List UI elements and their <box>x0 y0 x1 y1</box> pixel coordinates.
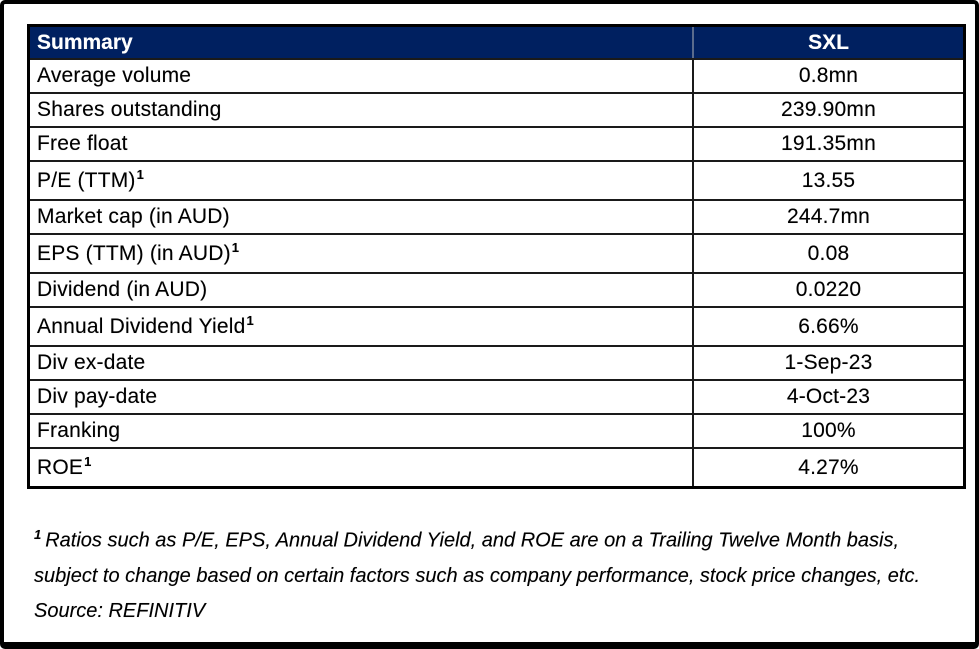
row-value: 6.66% <box>692 308 963 345</box>
row-label-text: Market cap (in AUD) <box>37 205 230 228</box>
row-label: Market cap (in AUD) <box>30 201 692 233</box>
row-value: 4.27% <box>692 449 963 486</box>
row-label: Franking <box>30 415 692 447</box>
table-row: Average volume 0.8mn <box>30 58 963 92</box>
table-row: Dividend (in AUD) 0.0220 <box>30 272 963 306</box>
row-label: Dividend (in AUD) <box>30 274 692 306</box>
row-label-text: Franking <box>37 419 121 442</box>
row-label: Shares outstanding <box>30 94 692 126</box>
superscript-note: 1 <box>136 167 145 182</box>
row-value: 239.90mn <box>692 94 963 126</box>
summary-table: Summary SXL Average volume 0.8mn Shares ou… <box>27 24 966 489</box>
row-value: 191.35mn <box>692 128 963 160</box>
row-label-text: ROE <box>37 455 84 479</box>
superscript-note: 1 <box>84 454 92 469</box>
table-row: P/E (TTM) 1 13.55 <box>30 160 963 199</box>
footnote: 1 Ratios such as P/E, EPS, Annual Dividen… <box>34 517 964 629</box>
row-label: Free float <box>30 128 692 160</box>
row-label-text: EPS (TTM) (in AUD) <box>37 241 231 265</box>
row-label-text: Dividend (in AUD) <box>37 278 208 301</box>
source-line: Source: REFINITIV <box>34 599 206 622</box>
footnote-marker: 1 <box>34 527 42 542</box>
row-value: 4-Oct-23 <box>692 381 963 413</box>
row-label: Annual Dividend Yield 1 <box>30 308 692 345</box>
header-summary: Summary <box>37 30 133 54</box>
table-row: Franking 100% <box>30 413 963 447</box>
table-row: Free float 191.35mn <box>30 126 963 160</box>
header-sxl: SXL <box>692 27 963 58</box>
table-row: Div pay-date 4-Oct-23 <box>30 379 963 413</box>
row-label-text: Average volume <box>37 64 192 87</box>
row-value: 244.7mn <box>692 201 963 233</box>
row-label-text: P/E (TTM) <box>37 168 136 192</box>
table-row: Div ex-date 1-Sep-23 <box>30 345 963 379</box>
row-label-text: Div ex-date <box>37 351 146 374</box>
table-row: EPS (TTM) (in AUD) 1 0.08 <box>30 233 963 272</box>
row-label-text: Free float <box>37 132 128 155</box>
row-label-text: Shares outstanding <box>37 98 222 121</box>
row-value: 100% <box>692 415 963 447</box>
row-label-text: Annual Dividend Yield <box>37 314 246 338</box>
row-value: 0.8mn <box>692 60 963 92</box>
row-value: 0.08 <box>692 235 963 272</box>
footnote-line1-text: Ratios such as P/E, EPS, Annual Dividend… <box>45 529 900 552</box>
row-label: Div pay-date <box>30 381 692 413</box>
row-label: ROE 1 <box>30 449 692 486</box>
row-label: P/E (TTM) 1 <box>30 162 692 199</box>
row-label: Div ex-date <box>30 347 692 379</box>
footnote-line2: subject to change based on certain facto… <box>34 564 921 587</box>
row-label: EPS (TTM) (in AUD) 1 <box>30 235 692 272</box>
row-value: 0.0220 <box>692 274 963 306</box>
superscript-note: 1 <box>246 313 254 328</box>
table-row: Market cap (in AUD) 244.7mn <box>30 199 963 233</box>
superscript-note: 1 <box>231 240 240 255</box>
row-label: Average volume <box>30 60 692 92</box>
footnote-line1: 1 Ratios such as P/E, EPS, Annual Dividen… <box>34 517 964 559</box>
row-value: 1-Sep-23 <box>692 347 963 379</box>
row-value: 13.55 <box>692 162 963 199</box>
row-label-text: Div pay-date <box>37 385 158 408</box>
table-row: Annual Dividend Yield 1 6.66% <box>30 306 963 345</box>
table-row: ROE 1 4.27% <box>30 447 963 486</box>
table-header-row: Summary SXL <box>30 27 963 58</box>
table-row: Shares outstanding 239.90mn <box>30 92 963 126</box>
